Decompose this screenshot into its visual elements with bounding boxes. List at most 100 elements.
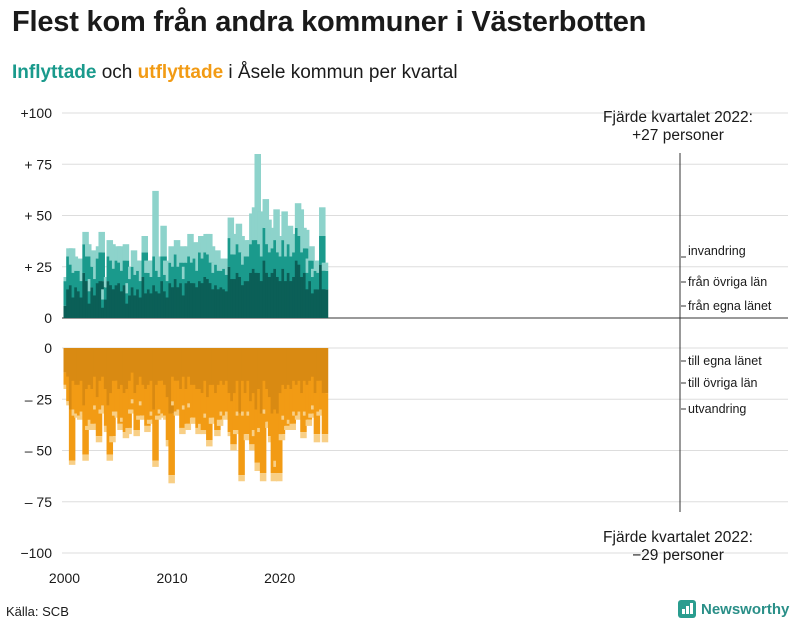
outflow-emigration-bar xyxy=(179,427,186,435)
inflow-immigration-bar xyxy=(136,260,143,271)
outflow-other-county-bar xyxy=(152,409,159,461)
y-tick-bottom-100: −100 xyxy=(20,545,52,561)
y-tick-bottom-50: – 50 xyxy=(25,443,52,459)
inflow-immigration-bar xyxy=(297,209,305,236)
inflow-immigration-bar xyxy=(82,231,89,245)
outflow-emigration-bar xyxy=(117,423,124,430)
outflow-emigration-bar xyxy=(125,427,132,435)
inflow-immigration-bar xyxy=(286,225,294,245)
outflow-emigration-bar xyxy=(284,425,291,430)
outflow-emigration-bar xyxy=(95,436,103,443)
inflow-other-county-bar xyxy=(319,236,326,265)
inflow-immigration-bar xyxy=(281,211,288,241)
annotation-top-line1: Fjärde kvartalet 2022: xyxy=(603,109,753,126)
legend-out-label-2: till övriga län xyxy=(688,376,758,390)
newsworthy-logo-icon xyxy=(678,600,696,618)
outflow-emigration-bar xyxy=(321,434,329,443)
outflow-emigration-bar xyxy=(294,415,302,420)
subtitle-connector: och xyxy=(96,62,138,83)
outflow-emigration-bar xyxy=(232,430,240,435)
inflow-immigration-bar xyxy=(254,154,261,241)
inflow-immigration-bar xyxy=(173,240,181,255)
inflow-other-county-bar xyxy=(98,252,105,282)
chart-title: Flest kom från andra kommuner i Västerbo… xyxy=(12,6,647,38)
inflow-immigration-bar xyxy=(152,190,159,257)
outflow-emigration-bar xyxy=(313,434,321,443)
outflow-emigration-bar xyxy=(154,415,162,420)
outflow-emigration-bar xyxy=(195,427,202,435)
y-tick-bottom-75: – 75 xyxy=(25,494,52,510)
inflow-immigration-bar xyxy=(187,233,194,257)
outflow-emigration-bar xyxy=(133,430,140,437)
inflow-immigration-bar xyxy=(235,223,243,245)
subtitle-outflow: utflyttade xyxy=(137,62,224,83)
legend-out-label-3: utvandring xyxy=(688,402,746,416)
inflow-immigration-bar xyxy=(321,262,329,271)
inflow-immigration-bar xyxy=(308,246,315,261)
inflow-immigration-bar xyxy=(122,244,130,261)
inflow-immigration-bar xyxy=(192,242,200,259)
outflow-emigration-bar xyxy=(136,415,143,420)
inflow-immigration-bar xyxy=(319,207,326,236)
outflow-other-county-bar xyxy=(254,409,261,463)
outflow-emigration-bar xyxy=(109,436,116,443)
inflow-immigration-bar xyxy=(208,246,216,263)
inflow-immigration-bar xyxy=(222,258,229,269)
outflow-emigration-bar xyxy=(259,473,267,482)
inflow-immigration-bar xyxy=(262,199,270,228)
outflow-emigration-bar xyxy=(276,473,283,482)
outflow-emigration-bar xyxy=(308,413,315,418)
subtitle-inflow: Inflyttade xyxy=(12,62,97,83)
migration-chart: +100 + 75 + 50 + 25 0 0 – 25 – 50 – 75 −100 2000 20… xyxy=(20,105,788,586)
outflow-emigration-bar xyxy=(200,430,208,435)
x-tick-2020: 2020 xyxy=(264,570,295,586)
outflow-emigration-bar xyxy=(270,473,278,482)
outflow-emigration-bar xyxy=(152,460,159,467)
y-tick-top-100: +100 xyxy=(20,105,52,121)
inflow-other-county-bar xyxy=(122,260,130,286)
outflow-other-county-bar xyxy=(276,413,283,474)
outflow-emigration-bar xyxy=(216,419,224,426)
inflow-immigration-bar xyxy=(90,250,97,267)
annotation-bottom-line1: Fjärde kvartalet 2022: xyxy=(603,529,753,546)
inflow-immigration-bar xyxy=(206,233,213,255)
outflow-emigration-bar xyxy=(289,423,296,430)
outflow-emigration-bar xyxy=(82,454,89,461)
outflow-other-county-bar xyxy=(168,413,175,476)
outflow-emigration-bar xyxy=(168,475,175,484)
y-tick-top-75: + 75 xyxy=(24,156,52,172)
inflow-immigration-bar xyxy=(98,231,105,253)
inflow-immigration-bar xyxy=(160,225,167,257)
inflow-immigration-bar xyxy=(85,244,92,257)
inflow-immigration-bar xyxy=(238,236,245,253)
outflow-emigration-bar xyxy=(249,444,256,451)
x-tick-2000: 2000 xyxy=(49,570,80,586)
inflow-immigration-bar xyxy=(109,244,116,261)
outflow-emigration-bar xyxy=(230,444,237,451)
outflow-emigration-bar xyxy=(144,425,151,433)
source-note: Källa: SCB xyxy=(6,604,69,619)
annotation-top-value: +27 personer xyxy=(632,127,724,144)
inflow-immigration-bar xyxy=(227,217,235,239)
outflow-emigration-bar xyxy=(128,409,135,414)
outflow-emigration-bar xyxy=(85,425,92,430)
inflow-immigration-bar xyxy=(214,250,221,265)
inflow-immigration-bar xyxy=(276,236,283,253)
inflow-immigration-bar xyxy=(130,250,138,267)
outflow-emigration-bar xyxy=(68,460,76,465)
outflow-other-county-bar xyxy=(238,413,245,476)
outflow-emigration-bar xyxy=(146,419,154,424)
y-tick-bottom-25: – 25 xyxy=(25,391,52,407)
inflow-immigration-bar xyxy=(273,209,280,241)
legend-in-label-3: från egna länet xyxy=(688,299,772,313)
inflow-immigration-bar xyxy=(141,236,149,253)
newsworthy-logo: Newsworthy xyxy=(678,600,789,618)
outflow-emigration-bar xyxy=(305,419,313,426)
outflow-emigration-bar xyxy=(206,440,213,447)
x-tick-2010: 2010 xyxy=(157,570,188,586)
outflow-emigration-bar xyxy=(238,475,245,482)
inflow-own-county-bar xyxy=(321,289,329,318)
y-tick-top-50: + 50 xyxy=(24,208,52,224)
inflow-immigration-bar xyxy=(302,229,310,249)
newsworthy-logo-text: Newsworthy xyxy=(701,600,790,618)
